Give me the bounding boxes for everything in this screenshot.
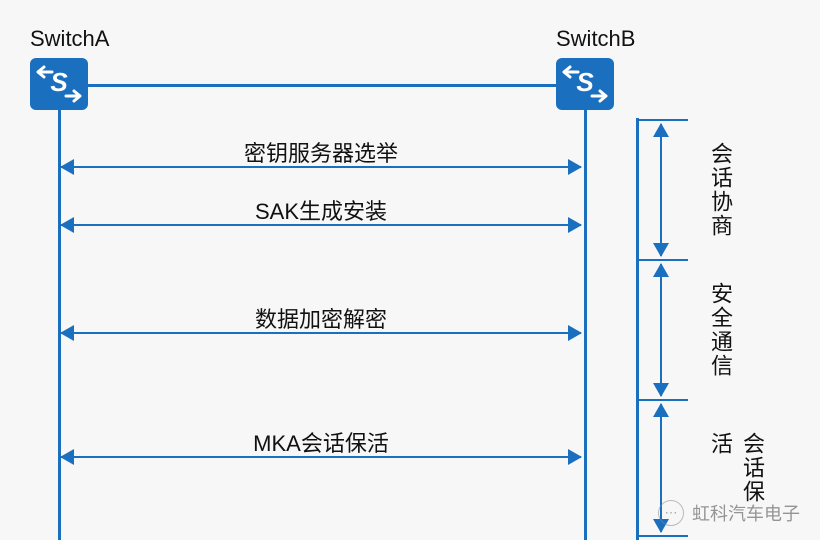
switch-icon-b: S xyxy=(556,58,614,110)
lifeline-b xyxy=(584,110,587,540)
switch-icon-a: S xyxy=(30,58,88,110)
phase-tick xyxy=(636,399,688,401)
phase-tick xyxy=(636,259,688,261)
diagram-canvas: SwitchA S SwitchB S 密钥服务器选举 SAK生成安装数据加密解密 MKA会… xyxy=(0,0,820,540)
message-label-data-encrypt: 数据加密解密 xyxy=(255,302,387,334)
topology-link xyxy=(88,84,556,87)
message-label-key-server-elect: 密钥服务器选举 xyxy=(244,136,398,168)
phase-label-secure-comm: 安全通信 xyxy=(704,282,736,378)
wechat-icon: ⋯ xyxy=(658,500,684,526)
actor-label-a: SwitchA xyxy=(30,26,109,52)
svg-text:S: S xyxy=(576,67,594,97)
actor-label-b: SwitchB xyxy=(556,26,635,52)
message-label-sak-install: SAK生成安装 xyxy=(255,194,387,226)
watermark: ⋯ 虹科汽车电子 xyxy=(658,500,800,526)
svg-text:S: S xyxy=(50,67,68,97)
phase-arrow-negotiation xyxy=(660,124,662,256)
lifeline-aux xyxy=(636,118,639,540)
phase-label-keepalive: 会话保活 xyxy=(704,432,768,504)
phase-label-negotiation: 会话协商 xyxy=(704,142,736,238)
message-label-mka-keepalive: MKA会话保活 xyxy=(253,426,389,458)
phase-tick xyxy=(636,535,688,537)
watermark-text: 虹科汽车电子 xyxy=(692,500,800,526)
phase-tick xyxy=(636,119,688,121)
phase-arrow-secure-comm xyxy=(660,264,662,396)
